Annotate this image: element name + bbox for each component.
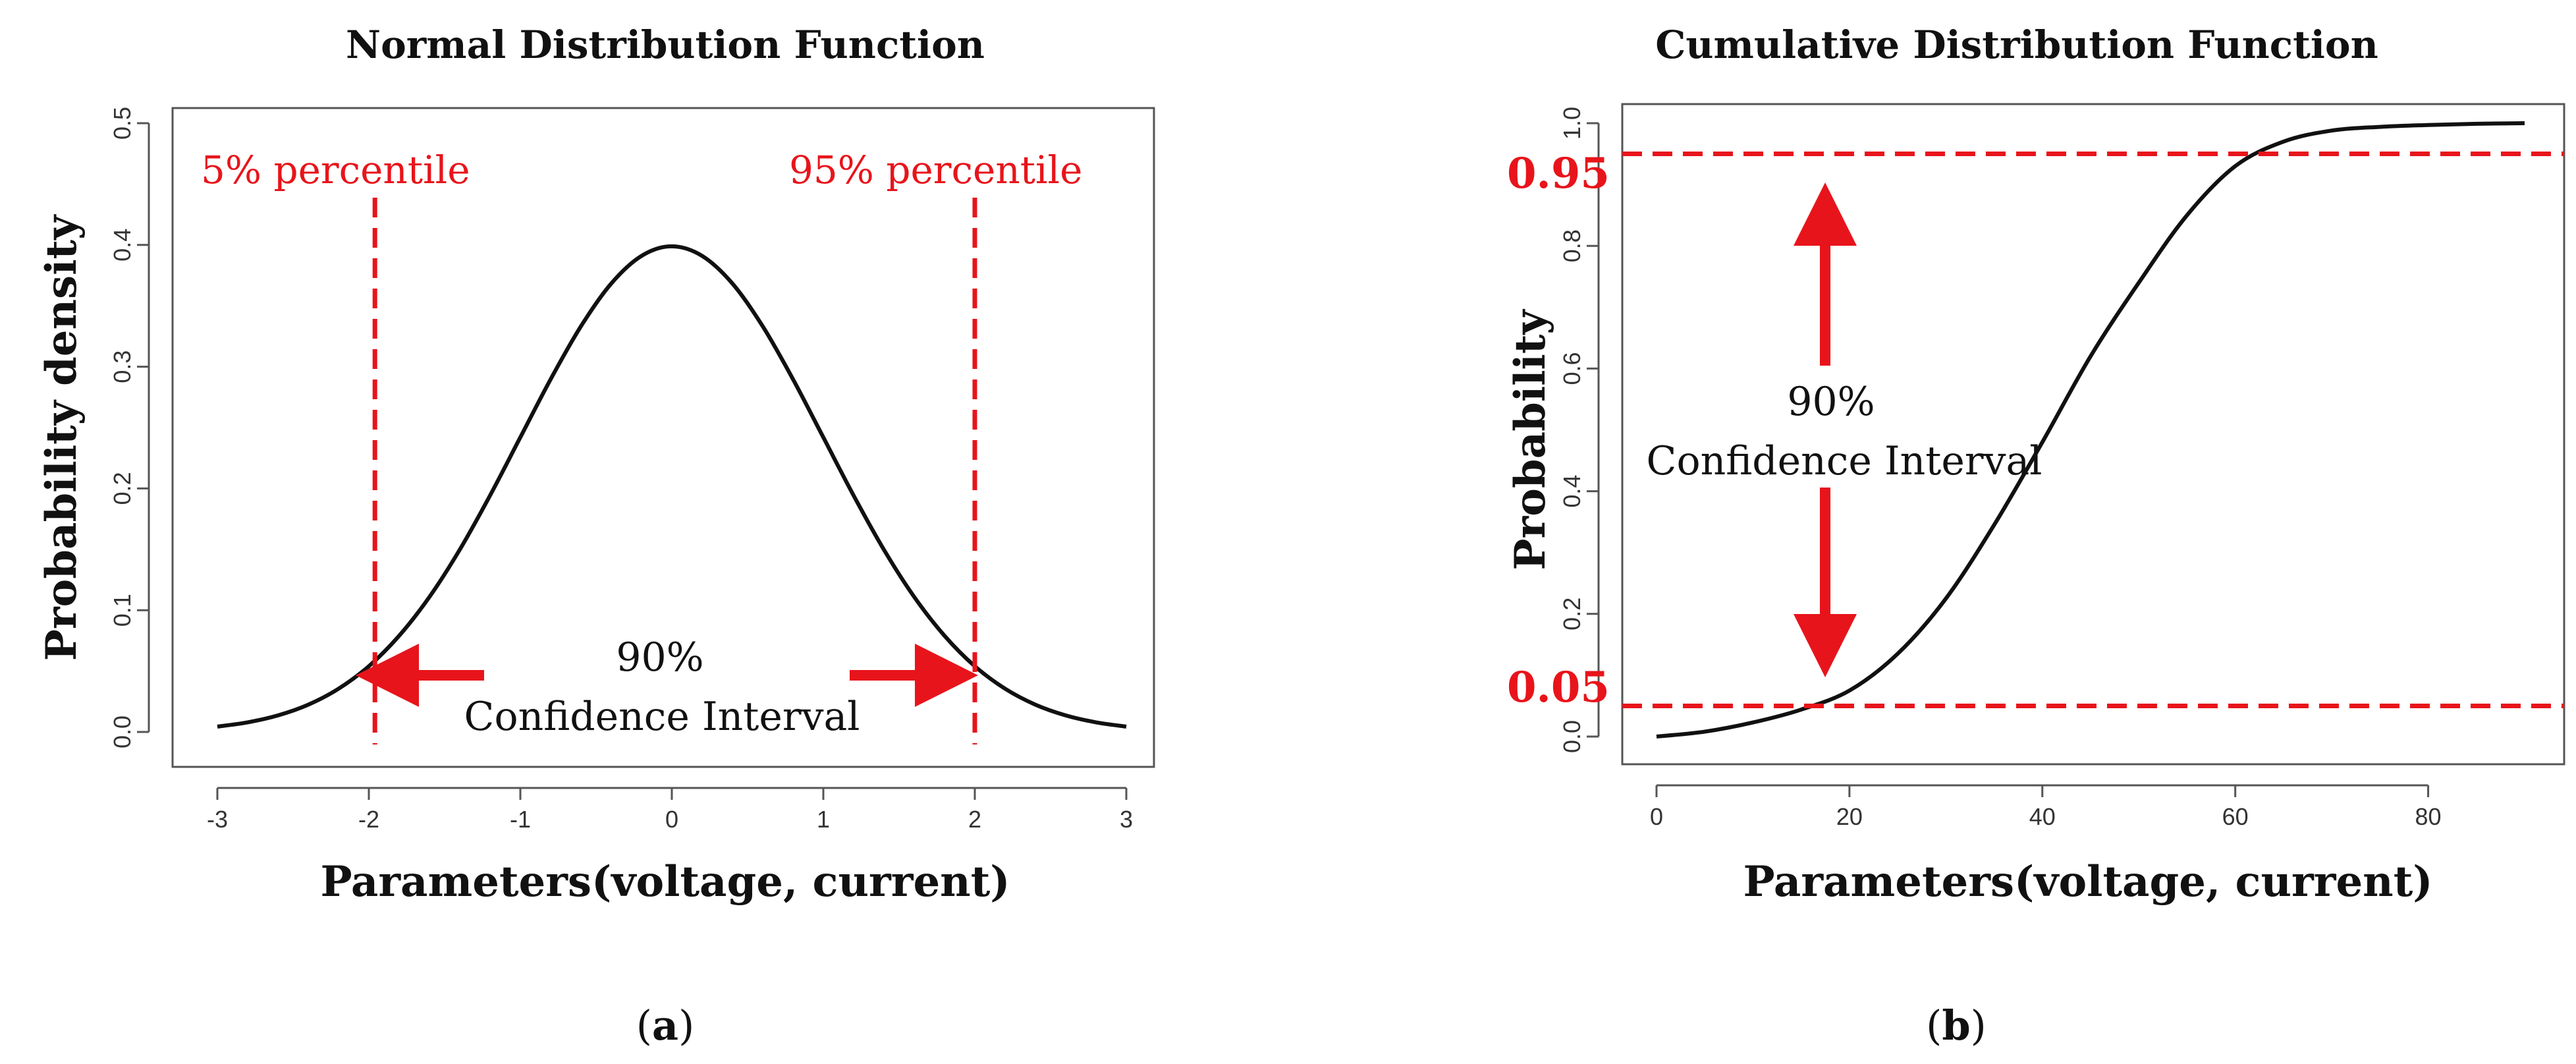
chart-b-095-label: 0.95	[1507, 149, 1610, 198]
chart-a-95pct-label: 95% percentile	[789, 148, 1082, 192]
chart-a-plot-frame	[171, 107, 1155, 768]
a-x-tick-label: 2	[968, 806, 981, 833]
chart-b-ci-percent: 90%	[1787, 379, 1875, 425]
chart-a-ci-text: Confidence Interval	[464, 694, 860, 740]
chart-a-y-label: Probability density	[37, 214, 86, 661]
a-y-tick-label: 0.5	[109, 107, 136, 140]
chart-b-panel-letter: b	[1942, 1001, 1970, 1050]
chart-a-ci-percent: 90%	[616, 634, 703, 681]
a-x-tick-label: 0	[665, 806, 678, 833]
chart-a-panel-label: (a)	[636, 1001, 695, 1050]
b-x-tick-label: 60	[2222, 803, 2249, 830]
chart-b-y-label: Probability	[1506, 309, 1555, 571]
b-x-tick-label: 20	[1836, 803, 1863, 830]
b-y-tick-label: 1.0	[1558, 107, 1585, 140]
chart-a-x-label: Parameters(voltage, current)	[320, 857, 1010, 907]
a-y-tick-label: 0.3	[109, 350, 136, 383]
chart-a-x-axis: -3 -2 -1 0 1 2 3	[207, 787, 1133, 833]
chart-b-y-axis: 0.0 0.2 0.4 0.6 0.8 1.0	[1558, 107, 1600, 753]
chart-b-x-label: Parameters(voltage, current)	[1743, 857, 2432, 907]
chart-b-ci-text: Confidence Interval	[1647, 438, 2042, 484]
b-y-tick-label: 0.2	[1558, 598, 1585, 630]
chart-a-y-axis: 0.0 0.1 0.2 0.3 0.4 0.5	[109, 107, 150, 748]
b-y-tick-label: 0.8	[1558, 229, 1585, 262]
a-x-tick-label: -1	[510, 806, 531, 833]
chart-b-panel-close: )	[1971, 1001, 1987, 1050]
b-y-tick-label: 0.0	[1558, 720, 1585, 753]
chart-b-plot-frame	[1621, 103, 2565, 766]
a-y-tick-label: 0.4	[109, 229, 136, 262]
b-y-tick-label: 0.4	[1558, 475, 1585, 508]
chart-b-panel-open: (	[1926, 1001, 1942, 1050]
a-y-tick-label: 0.2	[109, 472, 136, 505]
a-x-tick-label: 1	[817, 806, 830, 833]
chart-b-cdf-curve	[1656, 121, 2525, 739]
chart-b-title: Cumulative Distribution Function	[1655, 22, 2378, 67]
chart-b-x-axis: 0 20 40 60 80	[1650, 784, 2442, 830]
b-y-tick-label: 0.6	[1558, 352, 1585, 385]
a-y-tick-label: 0.0	[109, 715, 136, 748]
a-x-tick-label: -3	[207, 806, 228, 833]
b-x-tick-label: 80	[2415, 803, 2442, 830]
chart-b: Cumulative Distribution Function 0 20 40 60…	[1506, 22, 2565, 1050]
chart-a-panel-open: (	[636, 1001, 652, 1050]
chart-b-005-label: 0.05	[1507, 663, 1610, 712]
a-y-tick-label: 0.1	[109, 594, 136, 627]
chart-b-panel-label: (b)	[1926, 1001, 1987, 1050]
chart-a-panel-close: )	[678, 1001, 694, 1050]
chart-a-5pct-label: 5% percentile	[201, 148, 470, 192]
b-x-tick-label: 0	[1650, 803, 1663, 830]
b-x-tick-label: 40	[2029, 803, 2056, 830]
a-x-tick-label: -2	[358, 806, 379, 833]
chart-a-title: Normal Distribution Function	[346, 22, 985, 67]
chart-a-panel-letter: a	[652, 1001, 678, 1050]
a-x-tick-label: 3	[1120, 806, 1133, 833]
chart-a: Normal Distribution Function -3 -2 -1 0 1 2 3 …	[37, 22, 1155, 1050]
